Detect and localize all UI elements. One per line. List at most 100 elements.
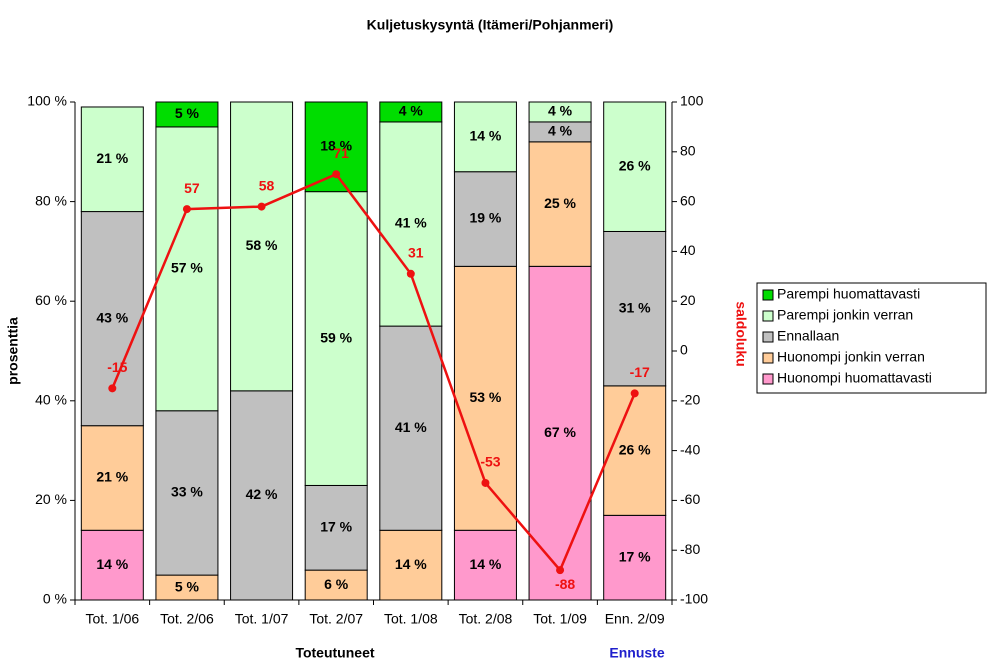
bar-segment bbox=[80, 425, 144, 531]
bar-segment bbox=[379, 325, 443, 531]
bar-segment bbox=[453, 529, 517, 601]
line-point bbox=[182, 205, 191, 214]
bar-segment bbox=[603, 101, 667, 232]
legend-box bbox=[756, 282, 987, 394]
line-value-label: 31 bbox=[408, 245, 424, 261]
x-tick-label: Tot. 1/07 bbox=[235, 611, 289, 627]
bar-value-label: 17 % bbox=[619, 548, 651, 564]
line-value-label: 71 bbox=[333, 145, 349, 161]
x-tick-label: Tot. 1/08 bbox=[384, 611, 438, 627]
legend-swatch bbox=[762, 352, 774, 364]
bar-value-label: 26 % bbox=[619, 441, 651, 457]
bar-value-label: 14 % bbox=[469, 128, 501, 144]
bar-value-label: 6 % bbox=[324, 576, 349, 592]
y2-tick-label: -100 bbox=[680, 591, 708, 607]
bar-value-label: 14 % bbox=[395, 556, 427, 572]
line-point bbox=[481, 478, 490, 487]
bar-segment bbox=[603, 230, 667, 387]
legend-label: Huonompi jonkin verran bbox=[777, 349, 925, 365]
bar-value-label: 43 % bbox=[96, 309, 128, 325]
chart-title: Kuljetuskysyntä (Itämeri/Pohjanmeri) bbox=[367, 17, 614, 33]
bar-value-label: 14 % bbox=[96, 556, 128, 572]
bar-value-label: 31 % bbox=[619, 299, 651, 315]
y2-tick-label: 20 bbox=[680, 292, 696, 308]
y-tick-label: 0 % bbox=[43, 591, 67, 607]
bar-segment bbox=[155, 126, 219, 412]
bar-value-label: 4 % bbox=[399, 103, 424, 119]
bar-value-label: 21 % bbox=[96, 469, 128, 485]
bar-segment bbox=[155, 410, 219, 576]
y2-tick-label: 80 bbox=[680, 143, 696, 159]
x-tick-label: Tot. 2/07 bbox=[309, 611, 363, 627]
bar-value-label: 41 % bbox=[395, 419, 427, 435]
legend-swatch bbox=[762, 289, 774, 301]
line-point bbox=[406, 269, 415, 278]
y2-tick-label: 100 bbox=[680, 93, 704, 109]
legend-swatch bbox=[762, 331, 774, 343]
y2-tick-label: -40 bbox=[680, 441, 700, 457]
line bbox=[111, 172, 636, 573]
line-point bbox=[108, 384, 117, 393]
bar-value-label: 33 % bbox=[171, 484, 203, 500]
y2-tick-label: -60 bbox=[680, 491, 700, 507]
line-value-label: -53 bbox=[480, 454, 500, 470]
bar-segment bbox=[80, 106, 144, 213]
bar-segment bbox=[304, 569, 368, 601]
line-point bbox=[332, 170, 341, 179]
bar-segment bbox=[379, 121, 443, 327]
bar-segment bbox=[453, 101, 517, 173]
y-tick-label: 40 % bbox=[35, 392, 67, 408]
bar-segment bbox=[379, 529, 443, 601]
y-axis-label: prosenttia bbox=[5, 317, 21, 385]
y-tick-label: 80 % bbox=[35, 192, 67, 208]
y2-tick-label: -80 bbox=[680, 541, 700, 557]
x-tick-label: Tot. 1/06 bbox=[85, 611, 139, 627]
legend-label: Ennallaan bbox=[777, 328, 839, 344]
bar-segment bbox=[155, 101, 219, 128]
bar-value-label: 19 % bbox=[469, 210, 501, 226]
bar-segment bbox=[603, 514, 667, 601]
bar-value-label: 21 % bbox=[96, 150, 128, 166]
x-tick-label: Tot. 2/08 bbox=[459, 611, 513, 627]
bar-value-label: 53 % bbox=[469, 389, 501, 405]
bar-value-label: 5 % bbox=[175, 578, 200, 594]
bar-value-label: 41 % bbox=[395, 215, 427, 231]
bar-segment bbox=[379, 101, 443, 123]
bar-value-label: 25 % bbox=[544, 195, 576, 211]
y2-tick-label: 40 bbox=[680, 242, 696, 258]
x-axis-label: Toteutuneet bbox=[295, 645, 374, 661]
bar-segment bbox=[528, 141, 592, 267]
x-tick-label: Tot. 1/09 bbox=[533, 611, 587, 627]
y2-tick-label: 60 bbox=[680, 192, 696, 208]
bar-value-label: 26 % bbox=[619, 157, 651, 173]
bar-value-label: 67 % bbox=[544, 424, 576, 440]
bar-segment bbox=[155, 574, 219, 601]
y2-tick-label: 0 bbox=[680, 342, 688, 358]
bar-segment bbox=[80, 529, 144, 601]
bar-value-label: 59 % bbox=[320, 329, 352, 345]
bar-value-label: 18 % bbox=[320, 138, 352, 154]
bar-value-label: 4 % bbox=[548, 123, 573, 139]
line-value-label: 58 bbox=[259, 177, 275, 193]
bar-segment bbox=[230, 390, 294, 601]
legend-label: Parempi huomattavasti bbox=[777, 286, 920, 302]
bar-value-label: 17 % bbox=[320, 518, 352, 534]
x-tick-label: Tot. 2/06 bbox=[160, 611, 214, 627]
line-value-label: -17 bbox=[630, 364, 650, 380]
y-tick-label: 20 % bbox=[35, 491, 67, 507]
line-point bbox=[257, 202, 266, 211]
bar-value-label: 57 % bbox=[171, 260, 203, 276]
legend-label: Parempi jonkin verran bbox=[777, 307, 913, 323]
bar-segment bbox=[528, 101, 592, 123]
legend-swatch bbox=[762, 310, 774, 322]
line-point bbox=[556, 566, 565, 575]
line-value-label: -88 bbox=[555, 576, 575, 592]
forecast-label: Ennuste bbox=[609, 645, 664, 661]
y2-axis-label: saldoluku bbox=[733, 301, 749, 366]
line-point bbox=[630, 389, 639, 398]
bar-segment bbox=[603, 385, 667, 516]
bar-value-label: 14 % bbox=[469, 556, 501, 572]
bar-value-label: 42 % bbox=[246, 486, 278, 502]
y-tick-label: 60 % bbox=[35, 292, 67, 308]
